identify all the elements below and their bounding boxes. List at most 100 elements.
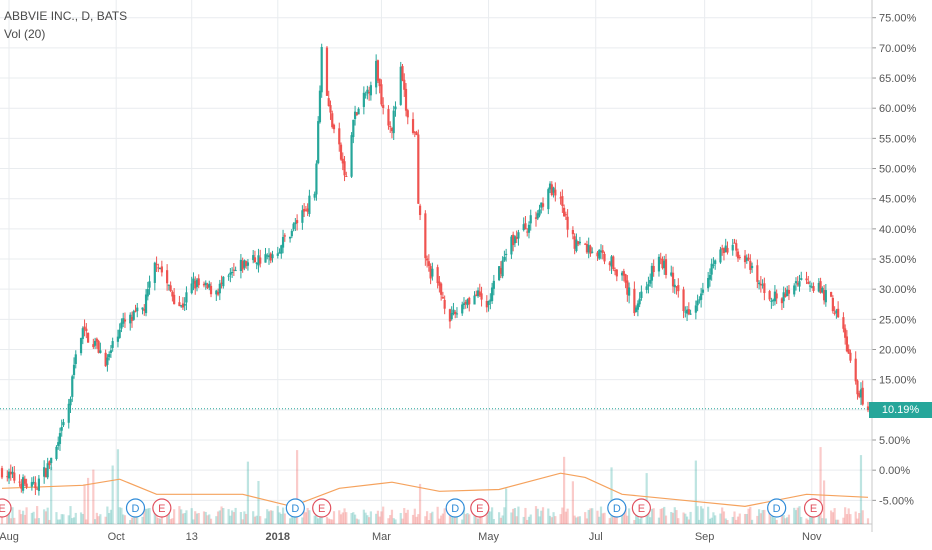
candle-body xyxy=(232,269,235,271)
volume-bar xyxy=(819,447,822,524)
volume-bar xyxy=(369,511,372,524)
candle-body xyxy=(645,286,648,290)
candle-body xyxy=(552,187,555,193)
candle-body xyxy=(146,289,149,297)
candle-body xyxy=(784,293,787,298)
volume-bar xyxy=(773,517,777,524)
candle-body xyxy=(589,246,592,254)
candle-body xyxy=(510,236,513,255)
candle-body xyxy=(819,281,822,293)
earnings-marker xyxy=(312,498,332,518)
volume-bar xyxy=(682,512,685,524)
candle-body xyxy=(116,336,120,342)
candle-body xyxy=(824,290,827,303)
volume-bar xyxy=(824,518,827,524)
volume-bar xyxy=(320,516,323,524)
volume-bar xyxy=(413,508,416,524)
volume-bar xyxy=(578,516,582,524)
volume-bar xyxy=(229,515,232,524)
candle-body xyxy=(698,299,701,301)
dividend-marker xyxy=(285,498,305,518)
candle-body xyxy=(368,91,371,94)
volume-bar xyxy=(694,460,697,524)
volume-bar xyxy=(120,507,123,524)
volume-bar xyxy=(698,519,701,524)
candle-body xyxy=(308,195,311,214)
candle-body xyxy=(858,393,861,397)
volume-bar xyxy=(401,518,404,524)
volume-bar xyxy=(722,511,726,524)
candle-body xyxy=(404,88,408,111)
volume-bar xyxy=(71,518,74,524)
candle-body xyxy=(195,279,199,287)
volume-bar xyxy=(794,510,798,524)
candle-body xyxy=(120,322,123,329)
candle-body xyxy=(854,358,857,382)
volume-bar xyxy=(584,512,587,524)
candle-body xyxy=(687,309,690,315)
candle-body xyxy=(375,60,378,88)
candle-body xyxy=(43,467,46,477)
volume-bar xyxy=(522,516,525,524)
candle-body xyxy=(559,197,562,199)
candle-body xyxy=(208,283,211,288)
candle-body xyxy=(659,258,662,260)
candle-body xyxy=(733,242,736,244)
volume-bar xyxy=(20,514,23,524)
candle-body xyxy=(719,249,722,263)
candle-body xyxy=(731,244,734,251)
volume-bar xyxy=(169,519,172,524)
candle-body xyxy=(243,260,246,268)
candle-body xyxy=(427,261,430,266)
volume-bar xyxy=(731,516,734,524)
candle-body xyxy=(822,289,826,301)
volume-bar xyxy=(817,513,820,524)
volume-bar xyxy=(243,511,246,524)
volume-bar xyxy=(313,515,316,524)
volume-ma-path xyxy=(1,472,869,508)
volume-bar xyxy=(134,515,137,524)
volume-bar xyxy=(69,506,72,524)
dividend-marker xyxy=(607,498,627,518)
candle-body xyxy=(36,488,39,490)
candle-body xyxy=(369,85,372,96)
volume-bar xyxy=(197,513,200,524)
volume-bar xyxy=(701,508,704,524)
event-marker-label: E xyxy=(476,503,483,515)
volume-bar xyxy=(786,517,789,524)
candle-body xyxy=(417,134,420,204)
event-marker-label: E xyxy=(638,503,645,515)
volume-bar xyxy=(476,518,480,524)
volume-bar xyxy=(418,483,422,524)
candle-body xyxy=(424,213,427,259)
candle-body xyxy=(303,208,306,212)
candle-body xyxy=(209,285,213,295)
volume-bar xyxy=(190,508,193,524)
volume-bar xyxy=(308,510,311,524)
candle-body xyxy=(608,262,611,266)
candle-body xyxy=(55,446,58,459)
volume-bar xyxy=(510,512,513,524)
volume-bar xyxy=(194,511,197,524)
volume-bar xyxy=(554,516,557,524)
volume-bar xyxy=(116,449,120,524)
volume-bar xyxy=(768,510,771,524)
candle-body xyxy=(104,352,107,367)
volume-bar xyxy=(466,513,469,524)
volume-bar xyxy=(394,519,397,524)
volume-bar xyxy=(461,519,464,524)
candle-body xyxy=(7,471,11,479)
candle-body xyxy=(440,283,443,295)
y-tick-label: -5.00% xyxy=(879,495,914,507)
volume-bar xyxy=(362,509,365,524)
volume-bar xyxy=(6,510,9,524)
candle-body xyxy=(50,457,53,464)
volume-bar xyxy=(810,513,813,524)
candle-body xyxy=(183,303,186,306)
volume-bar xyxy=(473,513,476,524)
volume-bar xyxy=(719,513,722,524)
candle-body xyxy=(95,338,98,342)
candle-body xyxy=(492,280,495,289)
